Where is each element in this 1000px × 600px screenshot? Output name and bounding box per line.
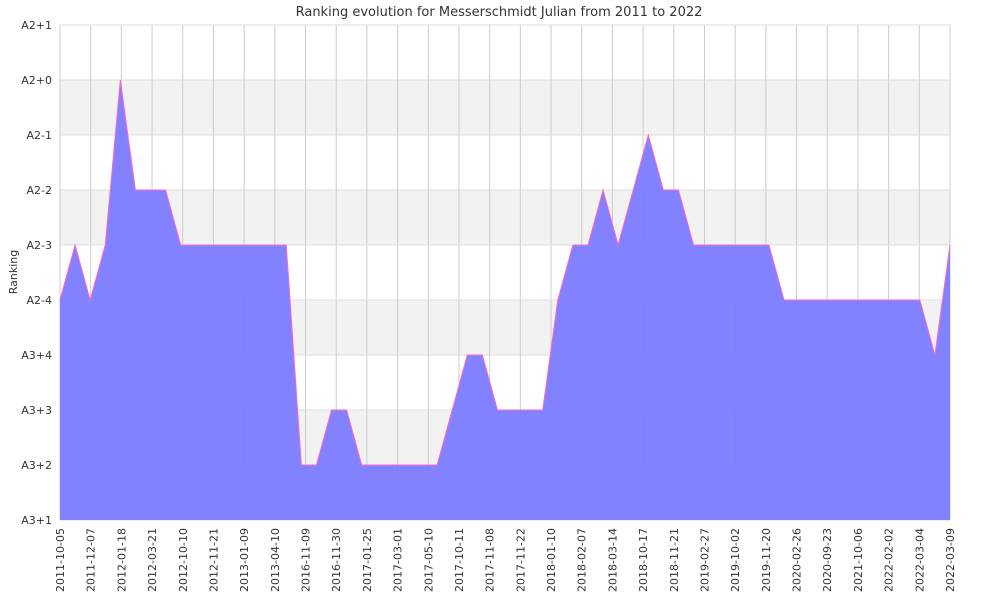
x-tick-label: 2013-01-09 — [238, 528, 251, 592]
x-tick-label: 2017-11-22 — [514, 528, 527, 592]
x-tick-label: 2022-03-09 — [944, 528, 957, 592]
x-tick-label: 2018-02-07 — [576, 528, 589, 592]
x-tick-label: 2011-12-07 — [85, 528, 98, 592]
y-tick-label: A2-2 — [27, 184, 53, 197]
x-tick-label: 2012-10-10 — [177, 528, 190, 592]
x-tick-label: 2019-11-20 — [760, 528, 773, 592]
y-tick-label: A2-3 — [27, 239, 53, 252]
chart-title: Ranking evolution for Messerschmidt Juli… — [296, 5, 703, 20]
x-tick-label: 2018-11-21 — [668, 528, 681, 592]
x-tick-label: 2013-04-10 — [269, 528, 282, 592]
x-tick-label: 2019-10-02 — [729, 528, 742, 592]
x-tick-label: 2018-01-10 — [545, 528, 558, 592]
x-tick-label: 2012-01-18 — [115, 528, 128, 592]
x-tick-label: 2021-10-06 — [852, 528, 865, 592]
background-band — [60, 80, 950, 135]
y-tick-label: A3+2 — [21, 459, 52, 472]
x-tick-label: 2020-09-23 — [821, 528, 834, 592]
background-band — [60, 190, 950, 245]
x-tick-label: 2017-03-01 — [392, 528, 405, 592]
y-tick-label: A3+4 — [21, 349, 52, 362]
x-tick-label: 2012-03-21 — [146, 528, 159, 592]
y-tick-label: A3+1 — [21, 514, 52, 527]
y-tick-label: A2+1 — [21, 19, 52, 32]
x-tick-label: 2017-05-10 — [422, 528, 435, 592]
ranking-line — [59, 79, 951, 466]
x-tick-label: 2016-11-09 — [300, 528, 313, 592]
x-tick-labels: 2011-10-05 2011-12-07 2012-01-18 2012-03-21… — [54, 528, 957, 592]
x-tick-label: 2022-03-04 — [913, 528, 926, 592]
x-tick-label: 2011-10-05 — [54, 528, 67, 592]
y-tick-label: A2-1 — [27, 129, 53, 142]
y-tick-label: A2+0 — [21, 74, 52, 87]
background-band — [60, 25, 950, 80]
area-layer — [59, 79, 951, 520]
y-tick-labels: A3+1 A3+2 A3+3 A3+4 A2-4 A2-3 A2-2 A2-1 A2+0 A2+1 — [21, 19, 52, 527]
x-tick-label: 2017-01-25 — [361, 528, 374, 592]
x-tick-label: 2017-11-08 — [484, 528, 497, 592]
x-tick-label: 2017-10-11 — [453, 528, 466, 592]
x-tick-label: 2018-10-17 — [637, 528, 650, 592]
x-tick-label: 2016-11-30 — [330, 528, 343, 592]
ranking-area — [60, 80, 950, 520]
y-tick-label: A3+3 — [21, 404, 52, 417]
x-tick-label: 2012-11-21 — [207, 528, 220, 592]
y-axis-label: Ranking — [7, 250, 20, 295]
x-tick-label: 2018-03-14 — [606, 528, 619, 592]
x-tick-label: 2020-02-26 — [791, 528, 804, 592]
y-tick-label: A2-4 — [27, 294, 53, 307]
x-tick-label: 2019-02-27 — [698, 528, 711, 592]
x-tick-label: 2022-02-02 — [883, 528, 896, 592]
background-band — [60, 135, 950, 190]
